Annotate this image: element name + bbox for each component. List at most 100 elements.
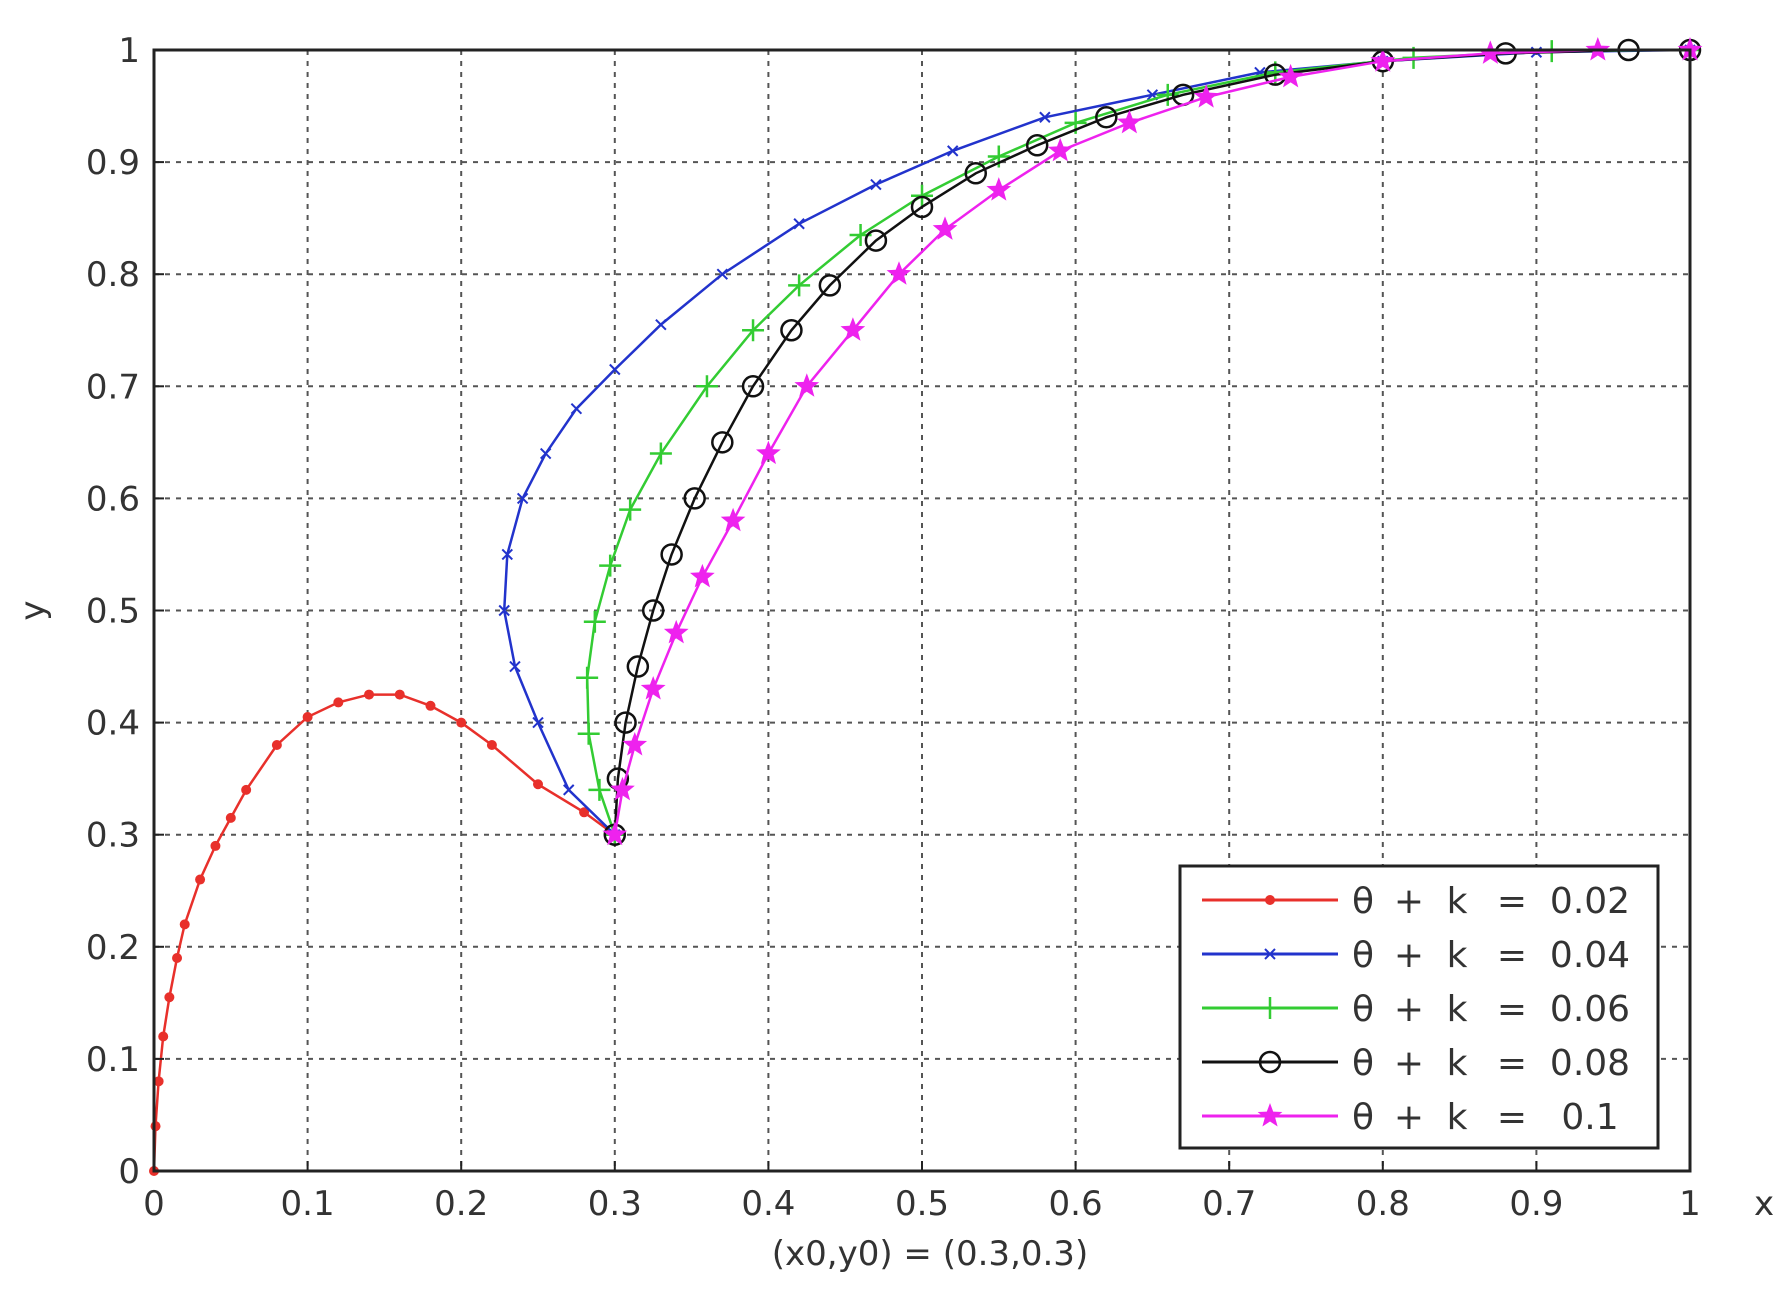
data-point: [870, 178, 882, 191]
data-point: [711, 431, 734, 454]
data-point: [172, 953, 183, 964]
legend-swatch-marker: [1264, 948, 1276, 960]
legend-label-part: 0.1: [1561, 1097, 1618, 1138]
legend-swatch-marker: [1259, 997, 1281, 1019]
legend-entry: θ + k = 0.06: [1202, 989, 1630, 1030]
y-tick-label: 1: [118, 31, 140, 71]
data-point: [626, 655, 650, 678]
y-axis-label: y: [13, 600, 53, 620]
data-point: [1025, 134, 1049, 157]
y-tick-label: 0.3: [86, 816, 140, 856]
data-point: [932, 216, 958, 240]
legend-label-part: k: [1447, 989, 1468, 1030]
initial-point-label: (x0,y0) = (0.3,0.3): [772, 1234, 1088, 1274]
data-point: [225, 812, 236, 823]
series-layer: [149, 37, 1703, 1176]
data-point: [158, 1031, 169, 1042]
y-tick-label: 0.5: [86, 592, 140, 632]
legend-label-part: =: [1497, 935, 1527, 976]
data-point: [716, 268, 729, 280]
legend-label-part: θ: [1352, 989, 1374, 1030]
data-point: [695, 375, 718, 398]
data-point: [986, 177, 1012, 201]
legend-label-part: θ: [1352, 935, 1374, 976]
data-point: [364, 689, 375, 700]
data-point: [602, 821, 628, 846]
legend-label-part: +: [1394, 1097, 1424, 1138]
data-point: [864, 229, 888, 252]
legend-label-part: 0.02: [1550, 881, 1630, 922]
series-1: [149, 689, 620, 1176]
legend-entry: θ + k = 0.02: [1202, 881, 1630, 922]
legend-label-part: θ: [1352, 881, 1374, 922]
legend-label-part: θ: [1352, 1097, 1374, 1138]
legend-swatch-marker: [1257, 1103, 1283, 1127]
data-point: [794, 373, 820, 397]
data-point: [886, 261, 912, 285]
data-point: [840, 317, 866, 341]
data-point: [1193, 84, 1219, 108]
data-point: [1117, 109, 1142, 134]
legend-label-part: k: [1447, 935, 1468, 976]
x-tick-label: 0: [143, 1184, 165, 1224]
data-point: [576, 666, 599, 689]
data-point: [610, 776, 635, 801]
data-point: [509, 660, 521, 673]
series-line: [152, 693, 616, 1172]
data-point: [756, 440, 781, 465]
data-point: [532, 716, 544, 729]
y-tick-label: 0.6: [86, 479, 140, 519]
y-tick-label: 0.7: [86, 367, 140, 407]
legend-label-part: 0.06: [1550, 989, 1630, 1030]
series-5: [602, 37, 1703, 846]
data-point: [640, 676, 666, 700]
data-point: [1047, 137, 1073, 162]
x-tick-label: 0.8: [1356, 1184, 1410, 1224]
legend-label-part: =: [1497, 989, 1527, 1030]
data-point: [622, 732, 648, 756]
data-point: [788, 274, 811, 297]
data-point: [1478, 40, 1503, 64]
legend-entry: θ + k = 0.08: [1202, 1043, 1630, 1084]
x-tick-label: 0.2: [434, 1184, 488, 1224]
data-point: [619, 498, 642, 521]
data-point: [780, 319, 803, 342]
legend-label-part: +: [1394, 989, 1424, 1030]
data-point: [302, 711, 313, 722]
x-tick-label: 0.1: [281, 1184, 335, 1224]
legend-label-part: =: [1497, 1043, 1527, 1084]
data-point: [655, 318, 667, 331]
data-point: [641, 599, 665, 622]
data-point: [583, 610, 606, 633]
data-point: [533, 779, 543, 790]
data-point: [964, 162, 988, 185]
legend-entry: θ + k = 0.04: [1202, 935, 1630, 976]
data-point: [577, 722, 600, 745]
x-tick-label: 0.7: [1202, 1184, 1256, 1224]
data-point: [910, 195, 934, 219]
data-point: [818, 274, 842, 297]
tick-labels: 0 0.1 0.2 0.3 0.4 0.5 0.6 0.7 0.8 0.9 1 0 0.1 0.2 0.3 0…: [86, 31, 1701, 1224]
data-point: [663, 619, 689, 644]
series-4: [603, 38, 1702, 846]
data-point: [947, 145, 959, 157]
legend-label-part: 0.04: [1550, 935, 1630, 976]
data-point: [241, 784, 252, 795]
data-point: [649, 442, 672, 465]
data-point: [660, 543, 683, 566]
legend-entry: θ + k = 0.1: [1202, 1097, 1619, 1138]
data-point: [539, 447, 552, 460]
legend-label-part: =: [1497, 881, 1527, 922]
x-tick-label: 1: [1679, 1184, 1701, 1224]
legend-label-part: 0.08: [1550, 1043, 1630, 1084]
data-point: [683, 487, 706, 510]
x-tick-label: 0.4: [741, 1184, 795, 1224]
data-point: [425, 700, 436, 711]
data-point: [179, 919, 190, 930]
data-point: [195, 874, 206, 885]
data-point: [333, 697, 344, 708]
data-point: [1039, 111, 1051, 123]
x-tick-label: 0.6: [1049, 1184, 1103, 1224]
x-tick-label: 0.5: [895, 1184, 949, 1224]
data-point: [588, 778, 611, 801]
